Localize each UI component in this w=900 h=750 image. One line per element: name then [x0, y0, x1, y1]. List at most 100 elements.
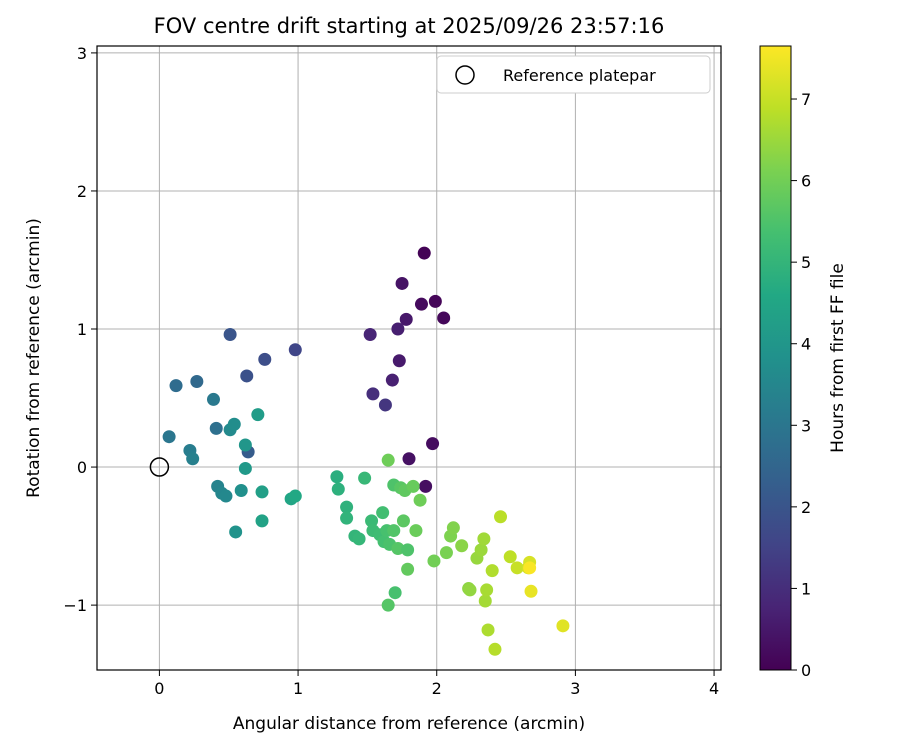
- data-point: [401, 543, 415, 557]
- data-point: [381, 453, 395, 467]
- data-point: [413, 493, 427, 507]
- colorbar: 0 1 2 3 4 5 6 7 Hours from first FF file: [759, 45, 848, 680]
- data-point: [417, 246, 431, 260]
- data-point: [427, 554, 441, 568]
- colorbar-tick-label: 6: [801, 172, 811, 191]
- data-point: [401, 562, 415, 576]
- colorbar-label: Hours from first FF file: [828, 263, 848, 453]
- data-point: [385, 373, 399, 387]
- y-tick-label: 0: [77, 458, 87, 477]
- data-point: [376, 506, 390, 520]
- data-point: [352, 532, 366, 546]
- data-point: [439, 546, 453, 560]
- colorbar-tick-label: 2: [801, 498, 811, 517]
- data-point: [396, 514, 410, 528]
- colorbar-tick-label: 1: [801, 579, 811, 598]
- colorbar-tick-label: 5: [801, 253, 811, 272]
- data-point: [395, 276, 409, 290]
- chart-title: FOV centre drift starting at 2025/09/26 …: [154, 14, 665, 38]
- data-point: [399, 312, 413, 326]
- data-point: [223, 328, 237, 342]
- y-tick-label: 2: [77, 182, 87, 201]
- data-point: [288, 343, 302, 357]
- data-point: [426, 437, 440, 451]
- y-tick-label: 1: [77, 320, 87, 339]
- data-point: [437, 311, 451, 325]
- data-point: [510, 561, 524, 575]
- data-point: [402, 452, 416, 466]
- data-point: [391, 322, 405, 336]
- data-point: [240, 369, 254, 383]
- colorbar-tick-label: 0: [801, 661, 811, 680]
- data-point: [523, 561, 537, 575]
- data-point: [255, 514, 269, 528]
- legend: Reference platepar: [436, 55, 711, 94]
- data-point: [358, 471, 372, 485]
- data-point: [363, 328, 377, 342]
- data-point: [474, 543, 488, 557]
- data-points: [162, 246, 570, 656]
- data-point: [206, 392, 220, 406]
- data-point: [414, 297, 428, 311]
- grid: [97, 46, 721, 670]
- colorbar-tick-label: 4: [801, 335, 811, 354]
- data-point: [229, 525, 243, 539]
- data-point: [162, 430, 176, 444]
- data-point: [481, 623, 495, 637]
- data-point: [258, 352, 272, 366]
- colorbar-gradient: [759, 45, 792, 671]
- data-point: [409, 524, 423, 538]
- data-point: [392, 354, 406, 368]
- y-axis-label: Rotation from reference (arcmin): [24, 218, 44, 498]
- data-point: [406, 479, 420, 493]
- x-tick-label: 1: [293, 679, 303, 698]
- data-point: [446, 521, 460, 535]
- x-tick-label: 3: [570, 679, 580, 698]
- y-tick-label: −1: [63, 596, 87, 615]
- data-point: [488, 642, 502, 656]
- x-axis-ticks: 0 1 2 3 4: [154, 670, 719, 698]
- x-tick-label: 0: [154, 679, 164, 698]
- y-tick-label: 3: [77, 44, 87, 63]
- data-point: [494, 510, 508, 524]
- legend-marker: [455, 65, 475, 85]
- y-axis-ticks: −1 0 1 2 3: [63, 44, 97, 615]
- data-point: [255, 485, 269, 499]
- x-tick-label: 2: [432, 679, 442, 698]
- data-point: [186, 452, 200, 466]
- data-point: [455, 539, 469, 553]
- data-point: [480, 583, 494, 597]
- data-point: [388, 586, 402, 600]
- reference-platepar-marker: [149, 457, 170, 477]
- data-point: [524, 584, 538, 598]
- data-point: [366, 387, 380, 401]
- data-point: [238, 438, 252, 452]
- data-point: [428, 294, 442, 308]
- data-point: [209, 421, 223, 435]
- data-point: [365, 514, 379, 528]
- data-point: [485, 564, 499, 578]
- x-axis-label: Angular distance from reference (arcmin): [233, 714, 585, 734]
- data-point: [330, 470, 344, 484]
- colorbar-tick-label: 7: [801, 90, 811, 109]
- data-point: [419, 479, 433, 493]
- data-point: [234, 484, 248, 498]
- data-point: [251, 408, 265, 422]
- data-point: [463, 583, 477, 597]
- data-point: [331, 482, 345, 496]
- data-point: [169, 379, 183, 393]
- data-point: [478, 594, 492, 608]
- data-point: [391, 542, 405, 556]
- data-point: [340, 500, 354, 514]
- data-point: [387, 524, 401, 538]
- data-point: [227, 417, 241, 431]
- data-point: [381, 598, 395, 612]
- data-point: [503, 550, 517, 564]
- data-point: [190, 374, 204, 388]
- legend-entry-reference-platepar: Reference platepar: [503, 66, 656, 85]
- data-point: [477, 532, 491, 546]
- data-point: [238, 461, 252, 475]
- colorbar-tick-label: 3: [801, 416, 811, 435]
- data-point: [288, 489, 302, 503]
